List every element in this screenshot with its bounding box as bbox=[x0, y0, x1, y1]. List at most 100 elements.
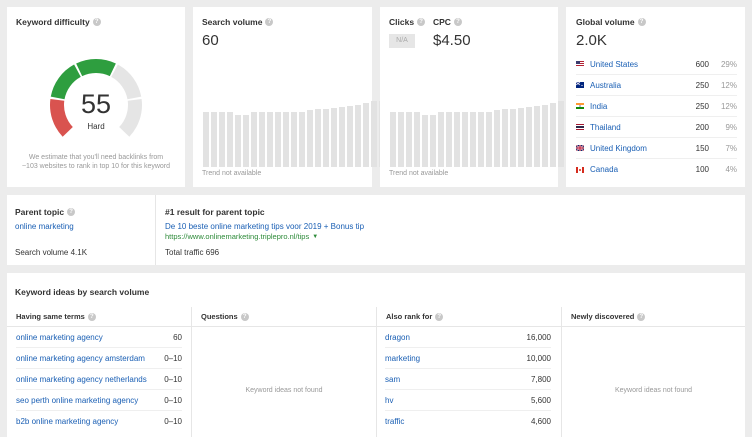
col-newly: Newly discovered ? bbox=[562, 307, 745, 327]
help-icon[interactable]: ? bbox=[87, 312, 96, 321]
help-icon[interactable]: ? bbox=[417, 18, 426, 26]
keyword-volume: 7,800 bbox=[530, 374, 551, 384]
gv-country-link[interactable]: Thailand bbox=[590, 122, 621, 132]
gv-title: Global volume bbox=[576, 17, 635, 27]
gv-title-row: Global volume ? bbox=[576, 17, 646, 27]
keyword-ideas-card: Keyword ideas by search volume Having sa… bbox=[7, 273, 745, 437]
trend-bar bbox=[363, 103, 369, 167]
cpc-trend-note: Trend not available bbox=[389, 170, 449, 177]
divider bbox=[191, 307, 192, 437]
sv-title: Search volume bbox=[202, 17, 263, 27]
cpc-value: $4.50 bbox=[433, 32, 471, 49]
keyword-link[interactable]: online marketing agency netherlands bbox=[16, 374, 147, 384]
trend-bar bbox=[347, 106, 353, 167]
trend-bar bbox=[470, 112, 476, 167]
divider bbox=[155, 195, 156, 265]
trend-bar bbox=[542, 105, 548, 167]
gv-volume: 100 bbox=[695, 165, 709, 174]
kd-note: We estimate that you'll need backlinks f… bbox=[21, 154, 171, 170]
trend-bar bbox=[203, 112, 209, 167]
in-flag-icon bbox=[576, 103, 584, 109]
keyword-link[interactable]: hv bbox=[385, 395, 394, 405]
table-row: dragon 16,000 bbox=[385, 327, 551, 348]
gv-percent: 9% bbox=[725, 122, 737, 132]
ideas-grid: Having same terms ? Questions ? Also ran… bbox=[7, 307, 745, 437]
table-row: online marketing agency 60 bbox=[16, 327, 182, 348]
us-flag-icon bbox=[576, 61, 584, 67]
caret-down-icon[interactable]: ▼ bbox=[312, 233, 319, 240]
gv-value: 2.0K bbox=[576, 32, 607, 49]
clicks-title: Clicks bbox=[389, 17, 415, 27]
help-icon[interactable]: ? bbox=[240, 312, 249, 321]
table-row: hv 5,600 bbox=[385, 390, 551, 411]
parent-title: Parent topic bbox=[15, 207, 65, 217]
trend-bar bbox=[526, 107, 532, 167]
trend-bar bbox=[339, 107, 345, 167]
col-same-terms: Having same terms ? bbox=[7, 307, 191, 327]
help-icon[interactable]: ? bbox=[92, 18, 101, 26]
keyword-link[interactable]: online marketing agency amsterdam bbox=[16, 353, 145, 363]
trend-bar bbox=[323, 109, 329, 167]
table-row: sam 7,800 bbox=[385, 369, 551, 390]
gv-percent: 7% bbox=[725, 143, 737, 153]
trend-bar bbox=[414, 112, 420, 167]
clicks-cpc-card: Clicks ? N/A CPC ? $4.50 Trend not avail… bbox=[380, 7, 604, 187]
gv-row: United States 600 29% bbox=[576, 54, 737, 75]
keyword-volume: 10,000 bbox=[526, 353, 551, 363]
gv-country-link[interactable]: United Kingdom bbox=[590, 143, 647, 153]
keyword-link[interactable]: dragon bbox=[385, 332, 410, 342]
trend-bar bbox=[227, 112, 233, 167]
top-result-title: #1 result for parent topic bbox=[165, 207, 265, 217]
help-icon[interactable]: ? bbox=[435, 312, 444, 321]
trend-bar bbox=[446, 112, 452, 167]
kd-title-row: Keyword difficulty ? bbox=[16, 17, 101, 27]
top-result-traffic: Total traffic 696 bbox=[165, 248, 220, 257]
trend-bar bbox=[315, 109, 321, 167]
keyword-volume: 5,600 bbox=[530, 395, 551, 405]
keyword-volume: 0–10 bbox=[164, 417, 182, 426]
clicks-value: N/A bbox=[389, 34, 415, 48]
trend-bar bbox=[510, 109, 516, 167]
keyword-link[interactable]: marketing bbox=[385, 353, 421, 363]
keyword-link[interactable]: seo perth online marketing agency bbox=[16, 395, 139, 405]
keyword-link[interactable]: sam bbox=[385, 374, 401, 384]
keyword-volume: 0–10 bbox=[164, 353, 182, 363]
trend-bar bbox=[438, 112, 444, 167]
help-icon[interactable]: ? bbox=[453, 18, 462, 26]
top-result-url-row: https://www.onlinemarketing.triplepro.nl… bbox=[165, 232, 318, 241]
au-flag-icon bbox=[576, 82, 584, 88]
trend-bar bbox=[235, 115, 241, 167]
trend-bar bbox=[518, 108, 524, 167]
gv-country-link[interactable]: Canada bbox=[590, 165, 619, 174]
uk-flag-icon bbox=[576, 145, 584, 151]
trend-bar bbox=[430, 115, 436, 167]
help-icon[interactable]: ? bbox=[637, 312, 646, 321]
table-row: marketing 10,000 bbox=[385, 348, 551, 369]
keyword-link[interactable]: b2b online marketing agency bbox=[16, 417, 119, 426]
clicks-title-row: Clicks ? bbox=[389, 17, 426, 27]
gv-country-link[interactable]: United States bbox=[590, 59, 639, 69]
help-icon[interactable]: ? bbox=[637, 18, 646, 26]
cpc-title: CPC bbox=[433, 17, 451, 27]
keyword-link[interactable]: online marketing agency bbox=[16, 332, 103, 342]
gv-country-link[interactable]: India bbox=[590, 101, 608, 111]
parent-search-volume: Search volume 4.1K bbox=[15, 248, 88, 257]
trend-bar bbox=[219, 112, 225, 167]
gv-volume: 250 bbox=[695, 80, 709, 90]
top-result-url[interactable]: https://www.onlinemarketing.triplepro.nl… bbox=[165, 232, 310, 241]
help-icon[interactable]: ? bbox=[265, 18, 274, 26]
keyword-volume: 4,600 bbox=[530, 417, 551, 426]
questions-empty-message: Keyword ideas not found bbox=[245, 387, 323, 394]
help-icon[interactable]: ? bbox=[67, 208, 76, 216]
parent-topic-link[interactable]: online marketing bbox=[15, 222, 74, 231]
gauge-segment bbox=[50, 98, 73, 137]
keyword-volume: 16,000 bbox=[526, 332, 551, 342]
gv-country-link[interactable]: Australia bbox=[590, 80, 622, 90]
gv-percent: 12% bbox=[720, 80, 737, 90]
trend-bar bbox=[243, 115, 249, 167]
keyword-link[interactable]: traffic bbox=[385, 417, 405, 426]
gv-country-list: United States 600 29% Australia 250 12% … bbox=[566, 54, 745, 184]
top-result-link[interactable]: De 10 beste online marketing tips voor 2… bbox=[165, 222, 365, 231]
gauge-segment bbox=[50, 64, 81, 100]
divider bbox=[376, 307, 377, 437]
